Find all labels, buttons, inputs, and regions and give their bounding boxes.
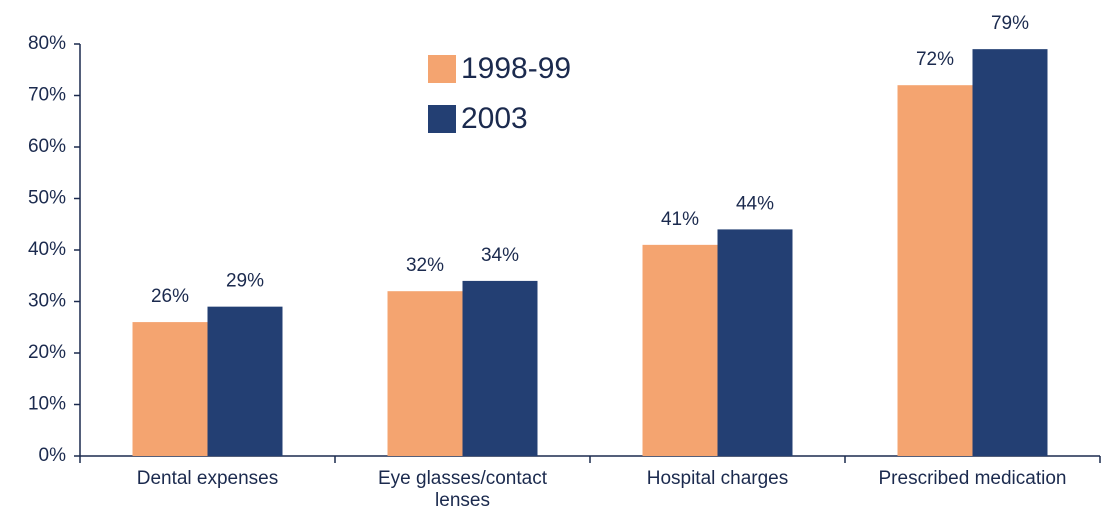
- data-label: 79%: [991, 13, 1029, 34]
- data-label: 32%: [406, 255, 444, 276]
- legend-swatch: [428, 105, 456, 133]
- x-tick-label: Hospital charges: [646, 468, 789, 489]
- data-label: 26%: [151, 286, 189, 307]
- bar: [972, 49, 1048, 457]
- data-label: 72%: [916, 49, 954, 70]
- bar: [897, 85, 973, 456]
- x-tick-label: Eye glasses/contact lenses: [378, 468, 547, 511]
- y-tick-label: 0%: [39, 445, 67, 466]
- x-tick-label: Dental expenses: [136, 468, 279, 489]
- legend-swatch: [428, 55, 456, 83]
- data-label: 41%: [661, 209, 699, 230]
- y-tick-label: 30%: [28, 291, 66, 312]
- bar: [717, 229, 793, 456]
- y-tick-label: 70%: [28, 85, 66, 106]
- data-label: 44%: [736, 193, 774, 214]
- y-tick-label: 40%: [28, 239, 66, 260]
- bar: [387, 291, 463, 456]
- legend-label: 2003: [461, 102, 528, 135]
- y-tick-label: 20%: [28, 342, 66, 363]
- bar: [207, 306, 283, 456]
- y-tick-label: 60%: [28, 136, 66, 157]
- x-tick-label-box: Eye glasses/contact lenses: [378, 468, 547, 511]
- data-label: 34%: [481, 245, 519, 266]
- y-tick-label: 50%: [28, 188, 66, 209]
- y-tick-label: 10%: [28, 394, 66, 415]
- bar: [462, 280, 538, 456]
- x-tick-label-box: Hospital charges: [646, 468, 789, 489]
- y-tick-label: 80%: [28, 33, 66, 54]
- x-tick-label-box: Dental expenses: [136, 468, 279, 489]
- bar: [132, 322, 208, 456]
- bar: [642, 244, 718, 456]
- x-tick-label: Prescribed medication: [878, 468, 1067, 489]
- data-label: 29%: [226, 271, 264, 292]
- legend-label: 1998-99: [461, 52, 571, 85]
- x-tick-label-box: Prescribed medication: [878, 468, 1067, 489]
